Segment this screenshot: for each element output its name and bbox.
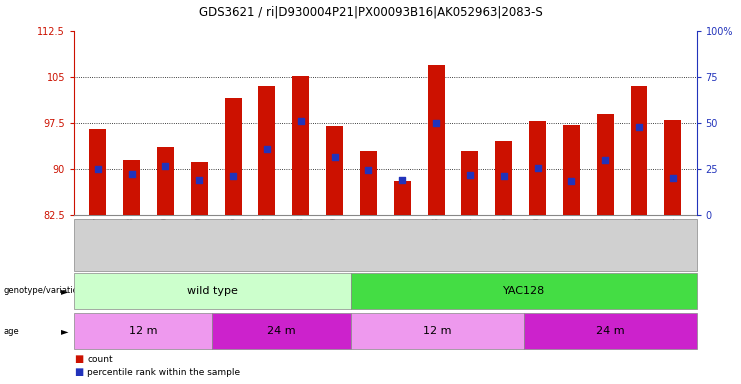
Point [159, 163, 171, 169]
Text: ►: ► [61, 326, 68, 336]
Bar [225, 98, 242, 215]
Point [261, 146, 273, 152]
Bar [393, 181, 411, 215]
Bar [123, 160, 140, 215]
Text: wild type: wild type [187, 286, 238, 296]
Text: percentile rank within the sample: percentile rank within the sample [87, 368, 241, 377]
Text: YAC128: YAC128 [502, 286, 545, 296]
Bar [360, 151, 377, 215]
Text: count: count [87, 355, 113, 364]
Text: 12 m: 12 m [423, 326, 451, 336]
Point [633, 124, 645, 130]
Bar [292, 76, 309, 215]
Point [667, 175, 679, 181]
Point [329, 154, 341, 160]
Text: 24 m: 24 m [268, 326, 296, 336]
Text: genotype/variation: genotype/variation [4, 286, 84, 295]
Text: 12 m: 12 m [129, 326, 158, 336]
Point [565, 178, 577, 184]
Text: ■: ■ [74, 354, 83, 364]
Bar [631, 86, 648, 215]
Text: ►: ► [61, 286, 68, 296]
Point [295, 118, 307, 124]
Point [227, 173, 239, 179]
Text: ■: ■ [74, 367, 83, 377]
Point [430, 120, 442, 126]
Bar [428, 65, 445, 215]
Bar [326, 126, 343, 215]
Point [396, 177, 408, 183]
Point [599, 157, 611, 163]
Point [193, 177, 205, 183]
Bar [529, 121, 546, 215]
Point [92, 166, 104, 172]
Bar [665, 120, 681, 215]
Bar [157, 147, 174, 215]
Bar [462, 151, 479, 215]
Bar [563, 125, 579, 215]
Text: GDS3621 / ri|D930004P21|PX00093B16|AK052963|2083-S: GDS3621 / ri|D930004P21|PX00093B16|AK052… [199, 6, 542, 19]
Point [498, 173, 510, 179]
Point [362, 167, 374, 173]
Text: 24 m: 24 m [596, 326, 625, 336]
Bar [495, 141, 512, 215]
Point [126, 171, 138, 177]
Bar [191, 162, 207, 215]
Point [531, 165, 543, 171]
Bar [90, 129, 106, 215]
Point [464, 172, 476, 178]
Bar [597, 114, 614, 215]
Bar [259, 86, 276, 215]
Text: age: age [4, 327, 19, 336]
